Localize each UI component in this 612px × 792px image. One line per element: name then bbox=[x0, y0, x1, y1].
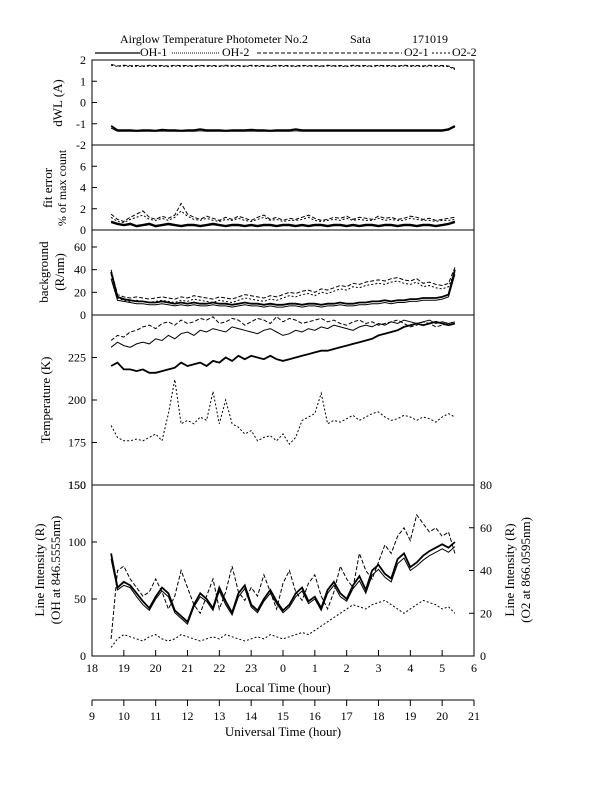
ylabel-bg: background bbox=[36, 241, 51, 303]
y-tick-label: 1 bbox=[80, 74, 86, 88]
y-tick-label: 4 bbox=[80, 181, 86, 195]
local-tick-label: 18 bbox=[86, 661, 98, 675]
xlabel-universal: Universal Time (hour) bbox=[225, 724, 341, 739]
y-tick-label: 20 bbox=[74, 285, 86, 299]
ylabel-bg-unit: (R/nm) bbox=[52, 253, 67, 291]
y-tick-label: 200 bbox=[68, 393, 86, 407]
series-line-o21-fit bbox=[110, 202, 455, 223]
local-tick-label: 2 bbox=[344, 661, 350, 675]
series-line-oh1-int bbox=[110, 541, 456, 624]
ylabel-int-right: Line Intensity (R) bbox=[502, 523, 517, 616]
series-line-o21-int_right bbox=[110, 513, 456, 639]
series-line-o22-fit bbox=[110, 210, 455, 224]
y-tick-label: 40 bbox=[74, 263, 86, 277]
y-tick-label: 2 bbox=[80, 202, 86, 216]
series-line-o22-dwl bbox=[111, 64, 456, 71]
universal-tick-label: 18 bbox=[373, 709, 385, 723]
series-line-oh1-temp bbox=[110, 320, 456, 374]
local-tick-label: 21 bbox=[182, 661, 194, 675]
series-line-o21-dwl bbox=[110, 63, 456, 69]
y-tick-label: 175 bbox=[68, 436, 86, 450]
universal-tick-label: 19 bbox=[404, 709, 416, 723]
plot-frame bbox=[91, 59, 475, 657]
universal-tick-label: 20 bbox=[436, 709, 448, 723]
local-tick-label: 4 bbox=[407, 661, 413, 675]
ylabel-int: Line Intensity (R) bbox=[32, 523, 47, 616]
axis-ticks: 18 19 20 21 22 23 0 1 2 3 4 5 69 10 11 12 13 14 15 16 17 18 19… bbox=[68, 53, 492, 723]
legend: OH-1 OH-2 O2-1 O2-2 bbox=[95, 45, 477, 59]
y-tick-label: 150 bbox=[68, 478, 86, 492]
universal-tick-label: 9 bbox=[89, 709, 95, 723]
right-y-tick-label: 0 bbox=[480, 649, 486, 663]
series-line-o21-temp bbox=[110, 316, 456, 341]
date-label: 171019 bbox=[412, 32, 448, 46]
ylabel-int-unit: (OH at 846.5555nm) bbox=[48, 516, 63, 625]
series-line-oh2-bg bbox=[110, 274, 456, 308]
y-tick-label: 0 bbox=[80, 308, 86, 322]
series-line-oh1-bg bbox=[110, 269, 456, 306]
ylabel-fit: fit error bbox=[40, 167, 55, 208]
right-y-tick-label: 40 bbox=[480, 564, 492, 578]
right-y-tick-label: 20 bbox=[480, 606, 492, 620]
y-tick-label: 2 bbox=[80, 53, 86, 67]
universal-tick-label: 13 bbox=[213, 709, 225, 723]
series-line-oh2-dwl bbox=[110, 126, 456, 132]
series-line-oh1-fit bbox=[110, 220, 456, 227]
legend-label-o21: O2-1 bbox=[404, 45, 429, 59]
figure-title: Airglow Temperature Photometer No.2 bbox=[120, 32, 308, 46]
local-tick-label: 5 bbox=[439, 661, 445, 675]
right-y-tick-label: 60 bbox=[480, 521, 492, 535]
legend-label-oh1: OH-1 bbox=[140, 45, 167, 59]
local-tick-label: 3 bbox=[376, 661, 382, 675]
data-series bbox=[110, 63, 456, 648]
y-tick-label: 0 bbox=[80, 649, 86, 663]
y-tick-label: -1 bbox=[76, 117, 86, 131]
series-line-oh1-dwl bbox=[110, 125, 456, 132]
right-y-tick-label: 80 bbox=[480, 478, 492, 492]
ylabel-int-right-unit: (O2 at 866.0595nm) bbox=[518, 517, 533, 623]
universal-tick-label: 11 bbox=[150, 709, 162, 723]
y-tick-label: 50 bbox=[74, 592, 86, 606]
y-tick-label: 0 bbox=[80, 96, 86, 110]
legend-label-oh2: OH-2 bbox=[222, 45, 249, 59]
local-tick-label: 6 bbox=[471, 661, 477, 675]
y-tick-label: 60 bbox=[74, 240, 86, 254]
universal-tick-label: 10 bbox=[118, 709, 130, 723]
local-tick-label: 20 bbox=[150, 661, 162, 675]
local-tick-label: 19 bbox=[118, 661, 130, 675]
y-tick-label: 6 bbox=[80, 159, 86, 173]
series-line-o22-bg bbox=[110, 271, 456, 304]
local-tick-label: 22 bbox=[213, 661, 225, 675]
y-tick-label: 225 bbox=[68, 351, 86, 365]
series-line-o22-temp bbox=[110, 379, 456, 446]
xlabel-local: Local Time (hour) bbox=[235, 680, 330, 695]
series-line-oh2-temp bbox=[110, 319, 456, 348]
ylabel-temp: Temperature (K) bbox=[38, 357, 53, 444]
ylabel-dwl: dWL (A) bbox=[50, 79, 65, 127]
universal-tick-label: 15 bbox=[277, 709, 289, 723]
local-tick-label: 0 bbox=[280, 661, 286, 675]
universal-tick-label: 12 bbox=[182, 709, 194, 723]
universal-tick-label: 17 bbox=[341, 709, 353, 723]
legend-label-o22: O2-2 bbox=[452, 45, 477, 59]
local-tick-label: 1 bbox=[312, 661, 318, 675]
universal-tick-label: 21 bbox=[468, 709, 480, 723]
universal-tick-label: 16 bbox=[309, 709, 321, 723]
site-name: Sata bbox=[350, 32, 371, 46]
local-tick-label: 23 bbox=[245, 661, 257, 675]
universal-tick-label: 14 bbox=[245, 709, 257, 723]
y-tick-label: -2 bbox=[76, 138, 86, 152]
ylabel-fit-unit: % of max count bbox=[55, 149, 69, 226]
series-line-o22-int_right bbox=[110, 599, 456, 648]
series-line-oh2-fit bbox=[110, 222, 456, 228]
y-tick-label: 150 bbox=[68, 478, 86, 492]
y-tick-label: 100 bbox=[68, 535, 86, 549]
y-tick-label: 0 bbox=[80, 223, 86, 237]
series-line-oh2-int bbox=[110, 546, 456, 625]
